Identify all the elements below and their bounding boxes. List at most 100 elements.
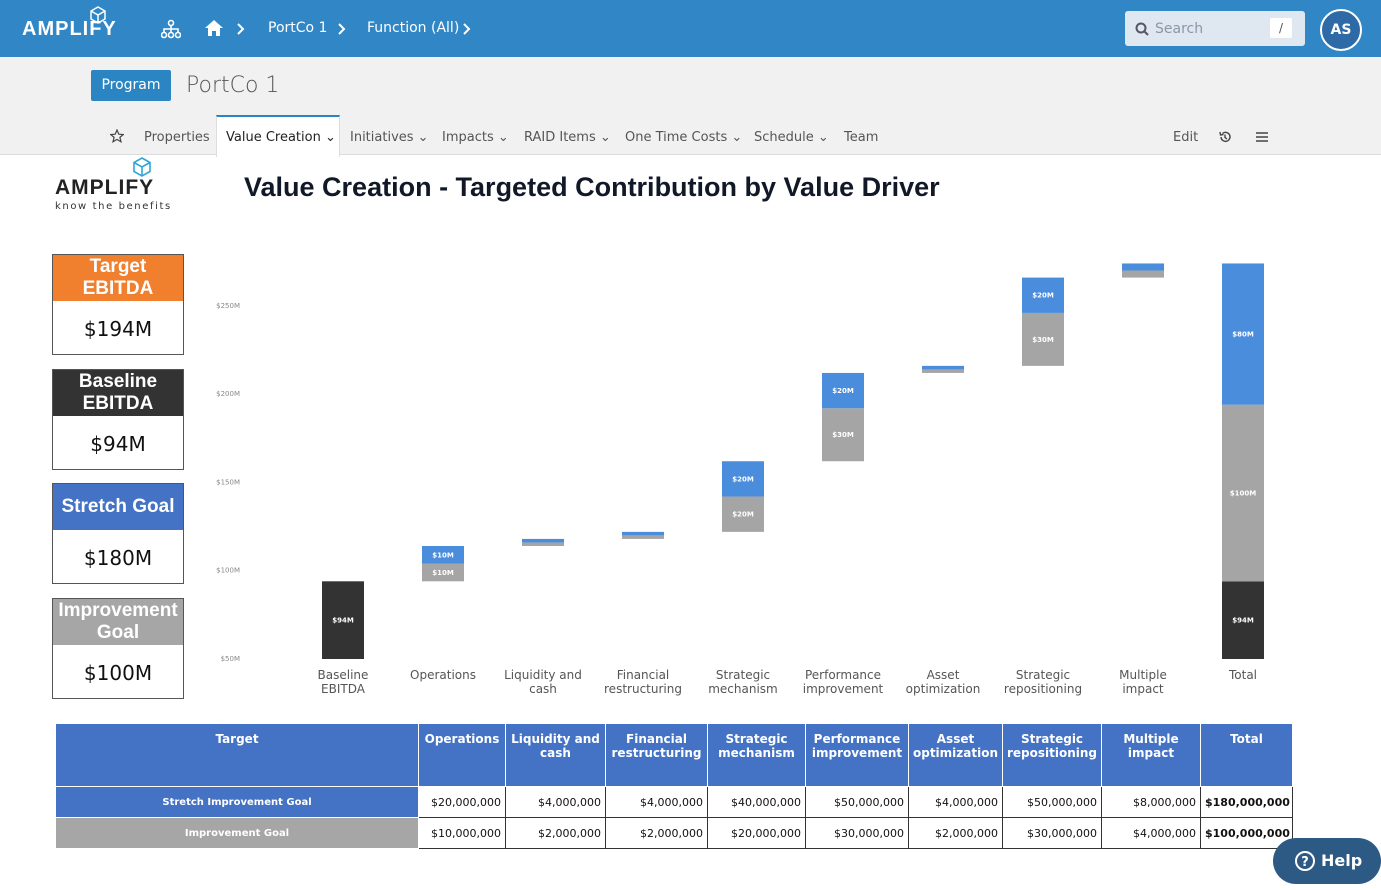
chart: $50M $100M $150M $200M $250M $94M $10M $10M $20M… <box>216 263 1264 663</box>
breadcrumb[interactable]: PortCo 1 <box>268 20 328 36</box>
app-logo[interactable]: AMPLIFY <box>22 18 117 40</box>
tab[interactable]: RAID Items ⌄ <box>524 130 611 145</box>
table-cell: $20,000,000 <box>707 817 806 849</box>
chart-title: Value Creation - Targeted Contribution b… <box>244 172 940 202</box>
tab-label: One Time Costs <box>625 130 728 145</box>
bar-segment <box>1222 263 1264 405</box>
tab[interactable]: Schedule ⌄ <box>754 130 829 145</box>
chevron <box>237 23 245 35</box>
search-shortcut: / <box>1270 18 1292 38</box>
table-cell: Stretch Improvement Goal <box>55 786 419 818</box>
tab[interactable]: Impacts ⌄ <box>442 130 509 145</box>
tab[interactable]: Team <box>844 130 879 145</box>
header-cell: Financial restructuring <box>605 723 708 787</box>
header-cell: Strategic repositioning <box>1002 723 1102 787</box>
chevron <box>338 23 346 35</box>
bar-segment <box>422 563 464 582</box>
kpi-card: Improvement Goal $100M <box>52 597 184 699</box>
bar-segment <box>522 542 564 546</box>
bar-segment <box>322 581 364 659</box>
search-icon <box>1135 22 1149 36</box>
data-label: $94M <box>1232 617 1254 625</box>
home-icon[interactable] <box>204 19 224 37</box>
data-label: $20M <box>732 475 754 483</box>
tab-label: RAID Items <box>524 130 596 145</box>
bar-segment <box>1022 312 1064 366</box>
table-cell: $4,000,000 <box>1101 817 1201 849</box>
header-cell: Asset optimization <box>908 723 1003 787</box>
header-cell: Target <box>55 723 419 787</box>
data-label: $20M <box>832 387 854 395</box>
tab[interactable]: Properties <box>144 130 210 145</box>
data-label: $20M <box>732 511 754 519</box>
brand-logo: AMPLIFY <box>55 176 155 199</box>
hierarchy-icon[interactable] <box>161 19 181 39</box>
bar-segment <box>1222 404 1264 582</box>
table-cell: $180,000,000 <box>1200 786 1293 818</box>
kpi-label: Baseline EBITDA <box>53 369 183 416</box>
data-label: $100M <box>1230 490 1256 498</box>
table-cell: $40,000,000 <box>707 786 806 818</box>
data-label: $20M <box>1032 292 1054 300</box>
svg-text:?: ? <box>1301 855 1309 870</box>
header-row: Target Operations Liquidity and cash Financ… <box>55 723 1293 787</box>
y-tick-label: $200M <box>216 390 240 398</box>
edit-button[interactable]: Edit <box>1173 130 1199 145</box>
data-label: $30M <box>832 431 854 439</box>
x-tick-label: Multiple impact <box>1119 668 1167 696</box>
help-icon: ? <box>1295 851 1315 871</box>
breadcrumb[interactable]: Function (All) <box>367 20 460 36</box>
star-icon[interactable] <box>110 129 124 143</box>
table-cell: $2,000,000 <box>908 817 1003 849</box>
table-cell: $4,000,000 <box>505 786 606 818</box>
page-title: PortCo 1 <box>186 73 280 98</box>
y-tick-label: $250M <box>216 302 240 310</box>
table-cell: $100,000,000 <box>1200 817 1293 849</box>
header-cell: Performance improvement <box>805 723 909 787</box>
bar-segment <box>1222 581 1264 659</box>
data-label: $94M <box>332 617 354 625</box>
bar-segment <box>622 531 664 536</box>
help-label: Help <box>1321 851 1363 870</box>
bar-segment <box>722 461 764 497</box>
tab[interactable]: Value Creation ⌄ <box>226 130 336 145</box>
search-box[interactable]: Search / <box>1125 11 1305 46</box>
sub-header: Program PortCo 1 Properties Value Creati… <box>0 57 1381 157</box>
history-icon[interactable] <box>1218 130 1232 144</box>
tab-label: Initiatives <box>350 130 414 145</box>
bar-segment <box>1122 263 1164 271</box>
x-tick-label: Liquidity and cash <box>504 668 582 696</box>
table-cell: $4,000,000 <box>908 786 1003 818</box>
data-label: $30M <box>1032 336 1054 344</box>
header-cell: Strategic mechanism <box>707 723 806 787</box>
table-cell: $2,000,000 <box>605 817 708 849</box>
menu-icon[interactable] <box>1255 131 1269 143</box>
x-tick-label: Operations <box>410 668 476 682</box>
table-cell: Improvement Goal <box>55 817 419 849</box>
program-badge[interactable]: Program <box>91 70 171 101</box>
x-tick-label: Baseline EBITDA <box>317 668 369 696</box>
table-cell: $30,000,000 <box>805 817 909 849</box>
tab-label: Impacts <box>442 130 494 145</box>
top-bar: AMPLIFY PortCo 1 Function (All) Search /… <box>0 0 1381 57</box>
x-tick-label: Asset optimization <box>905 668 981 696</box>
x-tick-label: Total <box>1228 668 1258 682</box>
table-cell: $8,000,000 <box>1101 786 1201 818</box>
avatar[interactable]: AS <box>1320 9 1362 51</box>
data-label: $80M <box>1232 331 1254 339</box>
kpi-value: $194M <box>83 317 153 341</box>
tab[interactable]: Initiatives ⌄ <box>350 130 429 145</box>
bar-segment <box>522 538 564 543</box>
y-tick-label: $100M <box>216 567 240 575</box>
data-label: $10M <box>432 551 454 559</box>
kpi-label: Improvement Goal <box>53 598 183 645</box>
chevron <box>463 23 471 35</box>
header-cell: Total <box>1200 723 1293 787</box>
tab[interactable]: One Time Costs ⌄ <box>625 130 743 145</box>
bar-segment <box>1122 270 1164 278</box>
y-tick-label: $150M <box>216 478 240 486</box>
table-row: Stretch Improvement Goal $20,000,000 $4,00… <box>55 786 1293 818</box>
help-button[interactable]: ? Help <box>1273 838 1381 884</box>
table-cell: $4,000,000 <box>605 786 708 818</box>
header-cell: Liquidity and cash <box>505 723 606 787</box>
